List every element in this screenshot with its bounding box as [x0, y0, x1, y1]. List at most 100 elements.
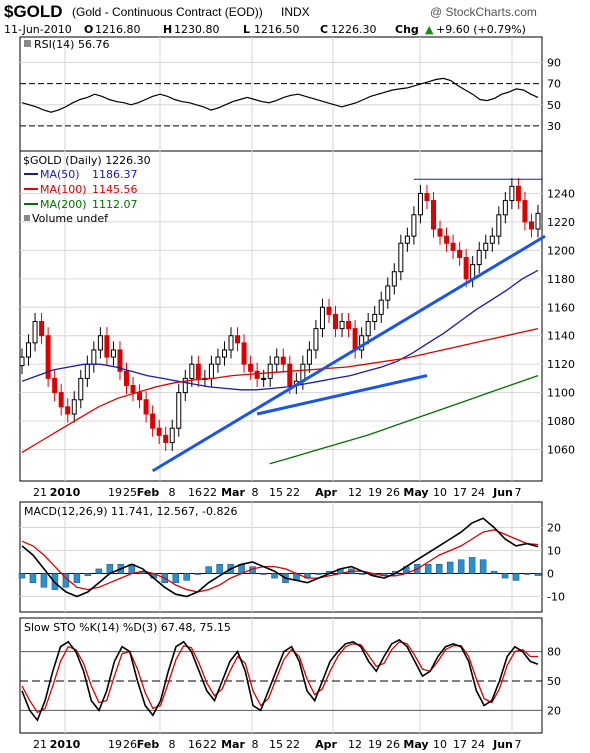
sto-title: Slow STO %K(14) %D(3) 67.48, 75.15: [24, 621, 231, 634]
price-x-tick: May: [403, 486, 428, 499]
macd-histogram-bar: [95, 568, 103, 574]
high-value: 1230.80: [174, 23, 220, 36]
ma200-legend-value: 1112.07: [92, 198, 138, 211]
plot-area: [18, 77, 546, 722]
price-x-tick: 7: [515, 486, 522, 499]
sto-x-tick: 24: [471, 738, 485, 751]
candle-body: [117, 349, 123, 372]
sto-x-tick: May: [403, 738, 428, 751]
volume-legend-label: Volume undef: [32, 212, 109, 225]
candle-body: [483, 242, 489, 251]
candle-body: [424, 192, 430, 202]
macd-panel-frame: [19, 501, 543, 613]
price-tick-label: 1240: [547, 187, 575, 200]
macd-line: [21, 517, 539, 598]
candle-body: [228, 335, 234, 351]
macd-tick-label: 10: [547, 545, 561, 558]
candle-body: [110, 349, 116, 358]
watermark: @ StockCharts.com: [430, 5, 537, 19]
low-value: 1216.50: [254, 23, 300, 36]
price-tick-label: 1200: [547, 244, 575, 257]
high-label: H: [163, 23, 172, 36]
ticker-symbol: $GOLD: [4, 2, 63, 21]
price-x-tick: 10: [433, 486, 447, 499]
candle-body: [352, 328, 358, 351]
candle-body: [470, 264, 476, 280]
candle-body: [372, 313, 378, 322]
sto-x-tick: 19: [368, 738, 382, 751]
price-tick-label: 1100: [547, 387, 575, 400]
price-x-tick: 2010: [50, 486, 81, 499]
sto-tick-label: 20: [547, 704, 561, 717]
price-x-tick: 26: [386, 486, 400, 499]
rsi-tick-label: 90: [547, 57, 561, 70]
sto-x-tick: 26: [386, 738, 400, 751]
candle-body: [313, 328, 319, 351]
price-x-tick: 15: [269, 486, 283, 499]
candle-body: [65, 406, 71, 415]
ticker-description: (Gold - Continuous Contract (EOD)): [72, 5, 263, 19]
macd-histogram-bar: [260, 573, 267, 575]
candle-body: [326, 306, 332, 315]
rsi-tick-label: 30: [547, 120, 561, 133]
candle-body: [359, 335, 365, 351]
price-x-tick: 25: [123, 486, 137, 499]
macd-histogram-bar: [40, 573, 48, 588]
candle-body: [391, 271, 397, 287]
price-x-tick: 8: [252, 486, 259, 499]
rsi-panel-frame: [19, 36, 543, 152]
sto-panel-frame: [19, 617, 543, 734]
candle-body: [104, 335, 110, 358]
price-tick-label: 1180: [547, 273, 575, 286]
candle-body: [280, 356, 286, 365]
candle-body: [437, 228, 443, 237]
candle-body: [45, 335, 51, 379]
candle-body: [58, 392, 64, 408]
candle-body: [176, 392, 182, 429]
candle-body: [254, 370, 260, 379]
volume-legend-swatch: [24, 215, 30, 221]
candle-body: [333, 313, 339, 330]
candle-body: [444, 235, 450, 244]
candle-body: [52, 377, 58, 394]
candle-body: [97, 335, 103, 351]
quote-date: 11-Jun-2010: [4, 23, 72, 36]
candle-body: [19, 356, 25, 367]
close-value: 1226.30: [331, 23, 377, 36]
candle-body: [319, 306, 325, 330]
macd-histogram-bar: [457, 559, 465, 574]
macd-histogram-bar: [424, 564, 432, 574]
candle-body: [522, 200, 528, 223]
sto-tick-label: 50: [547, 675, 561, 688]
sto-x-tick: 10: [433, 738, 447, 751]
rsi-line: [21, 77, 539, 113]
candle-body: [515, 185, 521, 202]
price-tick-label: 1160: [547, 301, 575, 314]
candle-body: [241, 342, 247, 365]
macd-tick-label: -10: [547, 591, 565, 604]
price-x-tick: Apr: [315, 486, 337, 499]
candle-body: [385, 285, 391, 301]
sto-x-tick: 8: [252, 738, 259, 751]
candle-body: [404, 235, 410, 244]
macd-histogram-bar: [73, 573, 81, 583]
macd-histogram-bar: [18, 573, 26, 579]
candle-body: [215, 356, 221, 365]
price-x-tick: 8: [169, 486, 176, 499]
macd-histogram-bar: [194, 573, 201, 575]
candle-body: [306, 349, 312, 365]
price-tick-label: 1120: [547, 358, 575, 371]
ma100-legend-value: 1145.56: [92, 183, 138, 196]
change-arrow-icon: ▲: [425, 23, 434, 36]
candle-body: [235, 335, 241, 344]
candle-body: [143, 399, 149, 415]
sto-x-tick: 12: [348, 738, 362, 751]
candle-body: [26, 342, 32, 358]
candle-body: [156, 427, 162, 436]
candle-body: [150, 413, 156, 429]
price-x-tick: Feb: [137, 486, 160, 499]
macd-histogram-bar: [359, 573, 366, 575]
macd-histogram-bar: [501, 573, 509, 579]
rsi-tick-label: 50: [547, 99, 561, 112]
sto-x-tick: 16: [188, 738, 202, 751]
